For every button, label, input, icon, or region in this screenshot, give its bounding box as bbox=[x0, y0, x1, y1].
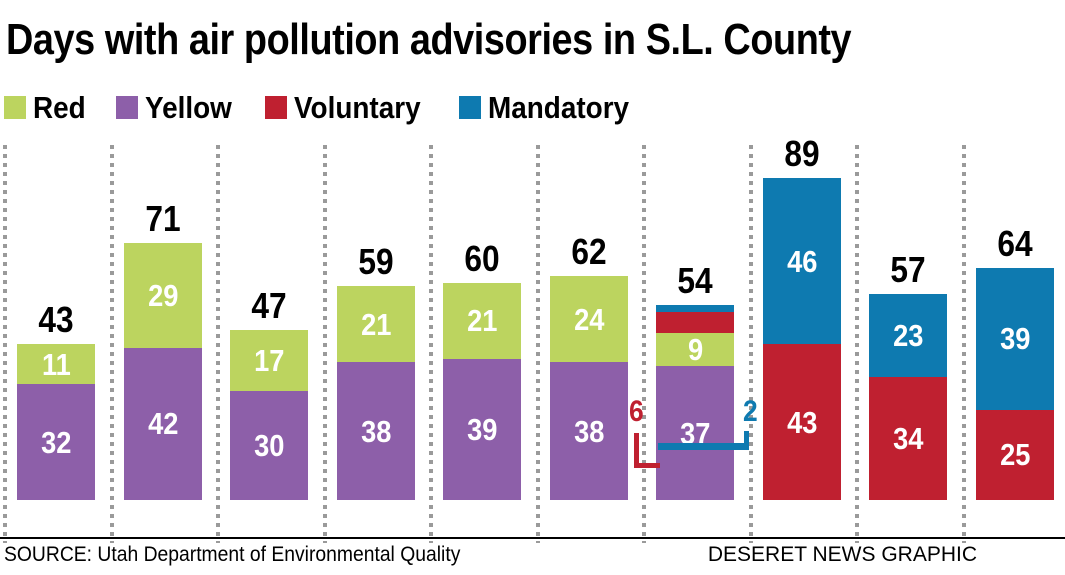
bar-segment-value: 21 bbox=[360, 306, 391, 342]
bar-segment-yellow[interactable]: 42 bbox=[123, 347, 202, 500]
chart-legend: Red Yellow Voluntary Mandatory bbox=[4, 90, 668, 124]
bar-segment-red[interactable]: 29 bbox=[123, 243, 202, 348]
plot-area: 32 11 43 42 29 71 30 17 47 38 21 59 39 21 60 38 24 62 37 9 5… bbox=[0, 135, 1065, 543]
credit-note: DESERET NEWS GRAPHIC bbox=[707, 543, 977, 566]
bar-column[interactable]: 30 17 47 bbox=[230, 6, 309, 500]
bar-column[interactable]: 38 24 62 bbox=[549, 6, 628, 500]
bar-segment-voluntary[interactable] bbox=[656, 311, 735, 334]
legend-label-red: Red bbox=[33, 89, 86, 125]
bar-segment-yellow[interactable]: 32 bbox=[17, 384, 96, 500]
gridline bbox=[855, 145, 859, 543]
legend-item-yellow: Yellow bbox=[115, 89, 241, 125]
bar-segment-voluntary[interactable]: 43 bbox=[762, 344, 841, 500]
bar-segment-value: 9 bbox=[687, 332, 703, 368]
gridline bbox=[216, 145, 220, 543]
legend-label-voluntary: Voluntary bbox=[294, 89, 421, 125]
page-title: Days with air pollution advisories in S.… bbox=[6, 15, 852, 64]
bar-segment-mandatory[interactable]: 46 bbox=[762, 177, 841, 345]
bar-segment-red[interactable]: 21 bbox=[443, 282, 522, 359]
bar-total-label: 47 bbox=[251, 284, 287, 326]
bar-segment-value: 38 bbox=[573, 413, 604, 449]
legend-item-mandatory: Mandatory bbox=[458, 89, 645, 125]
bar-segment-yellow[interactable]: 39 bbox=[443, 358, 522, 500]
bar-segment-value: 46 bbox=[786, 243, 817, 279]
gridline bbox=[322, 145, 327, 543]
bar-total-label: 89 bbox=[784, 132, 820, 174]
bar-segment-value: 38 bbox=[360, 413, 391, 449]
bar-segment-red[interactable]: 24 bbox=[549, 275, 628, 363]
gridline bbox=[748, 145, 753, 543]
bar-column[interactable]: 32 11 43 bbox=[17, 6, 96, 500]
callout-leader-mandatory bbox=[744, 430, 750, 448]
gridline bbox=[3, 145, 7, 543]
legend-swatch-yellow-icon bbox=[115, 95, 138, 119]
bar-segment-value: 11 bbox=[41, 346, 71, 382]
bar-segment-yellow[interactable]: 38 bbox=[549, 362, 628, 500]
bar-total-label: 60 bbox=[464, 237, 500, 279]
callout-value-mandatory-2012: 2 bbox=[743, 394, 758, 428]
legend-swatch-mandatory-icon bbox=[458, 95, 481, 119]
gridline bbox=[961, 145, 966, 543]
bar-segment-value: 34 bbox=[893, 420, 924, 456]
legend-swatch-voluntary-icon bbox=[265, 95, 288, 119]
bar-segment-mandatory[interactable]: 23 bbox=[869, 293, 948, 377]
bar-segment-yellow[interactable]: 37 bbox=[656, 366, 735, 500]
bar-segment-red[interactable]: 21 bbox=[336, 286, 415, 363]
bar-total-label: 57 bbox=[890, 248, 926, 290]
bar-segment-red[interactable]: 9 bbox=[656, 332, 735, 368]
bar-total-label: 43 bbox=[38, 299, 74, 341]
bar-segment-voluntary[interactable]: 25 bbox=[975, 409, 1054, 500]
bar-segment-value: 25 bbox=[999, 437, 1030, 473]
bar-segment-value: 39 bbox=[999, 321, 1030, 357]
bar-total-label: 71 bbox=[145, 197, 181, 239]
bar-segment-value: 29 bbox=[147, 277, 178, 313]
bar-column[interactable]: 25 39 64 bbox=[975, 6, 1054, 500]
gridline bbox=[535, 145, 540, 543]
callout-value-voluntary-2012: 6 bbox=[629, 394, 644, 428]
callout-leader-mandatory-foot bbox=[658, 442, 750, 450]
bar-total-label: 54 bbox=[677, 259, 713, 301]
bar-column[interactable]: 38 21 59 bbox=[336, 6, 415, 500]
bar-segment-value: 32 bbox=[41, 424, 72, 460]
bar-segment-red[interactable]: 11 bbox=[17, 344, 96, 385]
bar-segment-mandatory[interactable] bbox=[656, 304, 735, 312]
bar-segment-red[interactable]: 17 bbox=[230, 329, 309, 392]
gridline bbox=[642, 145, 646, 543]
bar-column[interactable]: 34 23 57 bbox=[869, 6, 948, 500]
callout-leader-voluntary-foot bbox=[634, 463, 661, 469]
bar-segment-value: 39 bbox=[467, 411, 498, 447]
bar-segment-value: 43 bbox=[786, 404, 817, 440]
gridline bbox=[109, 145, 114, 543]
legend-item-red: Red bbox=[4, 92, 92, 123]
bar-total-label: 59 bbox=[358, 241, 394, 283]
bar-column[interactable]: 42 29 71 bbox=[123, 6, 202, 500]
bar-segment-yellow[interactable]: 30 bbox=[230, 391, 309, 500]
bar-column[interactable]: 39 21 60 bbox=[443, 6, 522, 500]
bar-segment-mandatory[interactable]: 39 bbox=[975, 268, 1054, 410]
legend-label-yellow: Yellow bbox=[144, 89, 232, 125]
bar-total-label: 62 bbox=[571, 230, 607, 272]
bar-segment-value: 17 bbox=[254, 343, 285, 379]
legend-item-voluntary: Voluntary bbox=[265, 92, 435, 123]
bar-segment-value: 42 bbox=[147, 406, 178, 442]
source-note: SOURCE: Utah Department of Environmental… bbox=[4, 543, 461, 566]
legend-label-mandatory: Mandatory bbox=[487, 89, 629, 125]
bar-segment-value: 23 bbox=[893, 317, 924, 353]
bar-column[interactable]: 43 46 89 bbox=[762, 6, 841, 500]
bar-total-label: 64 bbox=[997, 223, 1033, 265]
callout-leader-voluntary bbox=[634, 432, 640, 464]
bar-segment-voluntary[interactable]: 34 bbox=[869, 376, 948, 500]
gridline bbox=[429, 145, 433, 543]
bar-segment-value: 30 bbox=[254, 428, 285, 464]
bar-segment-value: 21 bbox=[467, 303, 498, 339]
bar-column[interactable]: 37 9 54 bbox=[656, 6, 735, 500]
legend-swatch-red-icon bbox=[4, 95, 26, 119]
bar-segment-value: 24 bbox=[573, 301, 604, 337]
bar-segment-yellow[interactable]: 38 bbox=[336, 362, 415, 500]
footer-divider bbox=[0, 537, 1065, 539]
